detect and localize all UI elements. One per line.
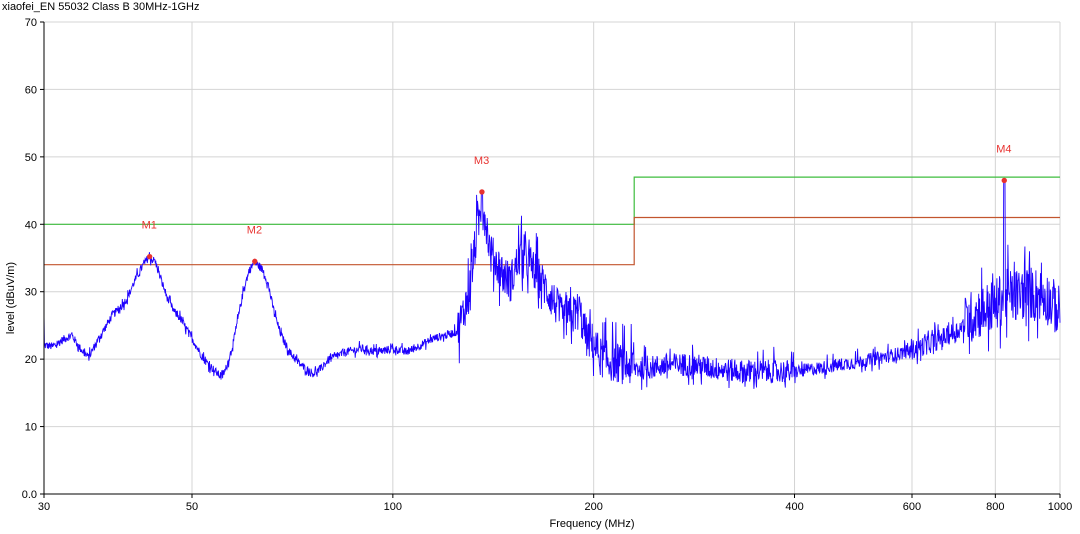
marker-label: M4: [996, 143, 1011, 155]
x-tick-label: 1000: [1048, 501, 1072, 513]
limit-lines: [44, 176, 1060, 266]
marker-point: [146, 253, 153, 260]
y-tick-label: 0.0: [22, 489, 37, 501]
trace: [43, 182, 1061, 390]
y-tick-label: 70: [25, 17, 37, 29]
y-axis-label: level (dBuV/m): [5, 262, 17, 334]
emission-trace: [43, 182, 1061, 390]
x-tick-label: 30: [38, 501, 50, 513]
x-axis-label: Frequency (MHz): [550, 518, 635, 530]
limit-line: [44, 216, 1060, 266]
y-tick-label: 20: [25, 354, 37, 366]
grid: [43, 21, 1061, 495]
marker-point: [252, 258, 258, 265]
marker-point: [1001, 177, 1007, 184]
chart-title: xiaofei_EN 55032 Class B 30MHz-1GHz: [2, 1, 200, 13]
limit-line: [44, 176, 1060, 225]
marker-label: M2: [247, 224, 262, 236]
tick-labels: 0.0 10 20 30 40 50 60 70 30 50 100 200 400 600 800 1000: [22, 17, 1073, 513]
x-tick-label: 200: [584, 501, 602, 513]
y-tick-label: 50: [25, 152, 37, 164]
x-tick-label: 400: [785, 501, 803, 513]
y-tick-label: 10: [25, 422, 37, 434]
y-tick-label: 30: [25, 287, 37, 299]
y-tick-label: 40: [25, 219, 37, 231]
markers: M1 M2 M3 M4: [142, 143, 1012, 265]
x-tick-label: 800: [986, 501, 1004, 513]
y-tick-label: 60: [25, 84, 37, 96]
marker-label: M3: [474, 155, 489, 167]
x-tick-label: 50: [186, 501, 198, 513]
x-tick-label: 600: [903, 501, 921, 513]
x-tick-label: 100: [384, 501, 402, 513]
axes: [43, 22, 1060, 495]
marker-label: M1: [142, 220, 157, 232]
marker-point: [479, 189, 485, 195]
